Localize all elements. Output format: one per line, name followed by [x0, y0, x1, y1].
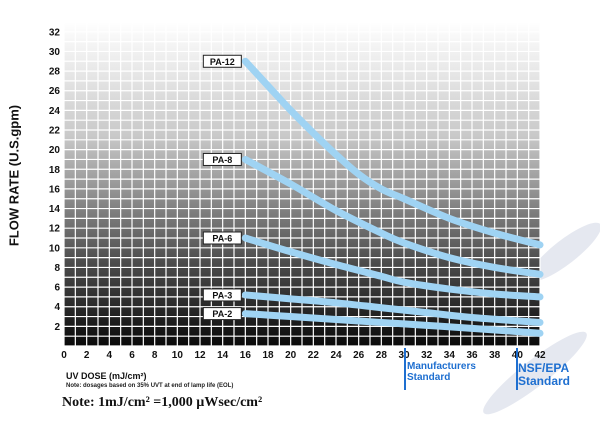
x-tick-label: 14 — [217, 350, 229, 361]
y-tick-label: 18 — [49, 165, 61, 176]
y-tick-label: 28 — [49, 67, 61, 78]
x-tick-label: 32 — [421, 350, 433, 361]
x-tick-label: 2 — [84, 350, 90, 361]
x-tick-label: 24 — [330, 350, 342, 361]
nsf-epa-standard-line1: NSF/EPA — [518, 361, 570, 375]
y-axis-title-text: FLOW RATE (U.S.gpm) — [6, 104, 22, 247]
x-tick-label: 42 — [534, 350, 546, 361]
unit-conversion-note: Note: 1mJ/cm² =1,000 µWsec/cm² — [62, 395, 263, 410]
x-tick-label: 6 — [129, 350, 135, 361]
y-tick-label: 24 — [49, 106, 61, 117]
y-tick-label: 6 — [54, 283, 60, 294]
x-axis-title: UV DOSE (mJ/cm²) — [66, 371, 147, 381]
series-labels: PA-12 PA-8 PA-6 PA-3 PA-2 — [202, 54, 242, 321]
y-tick-label: 30 — [49, 47, 61, 58]
x-tick-label: 22 — [308, 350, 320, 361]
series-label-box-pa-6 — [202, 231, 242, 245]
y-tick-label: 16 — [49, 184, 61, 195]
y-tick-label: 14 — [49, 204, 61, 215]
x-tick-label: 4 — [107, 350, 113, 361]
x-tick-label: 8 — [152, 350, 158, 361]
series-line-pa-8 — [241, 155, 544, 278]
x-tick-label: 26 — [353, 350, 365, 361]
series-line-pa-12 — [241, 57, 544, 249]
series-label-box-pa-2 — [202, 307, 242, 321]
manufacturers-standard-label: Manufacturers Standard — [407, 361, 476, 383]
series-label-pa-2: PA-2 — [212, 309, 232, 319]
series-label-box-pa-12 — [202, 54, 242, 68]
nsf-epa-standard-marker — [516, 348, 518, 390]
x-tick-label: 18 — [262, 350, 274, 361]
x-tick-label: 34 — [444, 350, 456, 361]
x-tick-label: 12 — [194, 350, 206, 361]
x-tick-label: 0 — [61, 350, 67, 361]
x-tick-label: 16 — [240, 350, 252, 361]
series-label-pa-8: PA-8 — [212, 155, 232, 165]
x-tick-label: 28 — [376, 350, 388, 361]
series-line-pa-3 — [241, 291, 544, 326]
series-label-pa-12: PA-12 — [210, 57, 235, 67]
series-line-pa-2 — [241, 310, 544, 337]
y-tick-label: 26 — [49, 86, 61, 97]
y-tick-label: 2 — [54, 322, 60, 333]
x-tick-label: 38 — [489, 350, 501, 361]
x-tick-label: 20 — [285, 350, 297, 361]
manufacturers-standard-marker — [404, 348, 406, 390]
y-tick-label: 8 — [54, 263, 60, 274]
manufacturers-standard-line1: Manufacturers — [407, 361, 476, 372]
x-tick-label: 10 — [172, 350, 184, 361]
series-label-box-pa-3 — [202, 288, 242, 302]
y-tick-label: 4 — [54, 302, 60, 313]
x-tick-label: 36 — [466, 350, 478, 361]
y-tick-label: 12 — [49, 224, 61, 235]
y-tick-label: 32 — [49, 27, 61, 38]
series-line-pa-6 — [241, 234, 544, 301]
manufacturers-standard-line2: Standard — [407, 372, 451, 383]
series-label-pa-3: PA-3 — [212, 290, 232, 300]
series-label-box-pa-8 — [202, 152, 242, 166]
series-lines — [241, 57, 544, 337]
y-tick-label: 10 — [49, 243, 61, 254]
x-tick-labels: 024681012141618202224262830323436384042 — [61, 350, 546, 361]
y-tick-label: 22 — [49, 126, 61, 137]
nsf-epa-standard-label: NSF/EPA Standard — [518, 361, 571, 389]
dosage-note: Note: dosages based on 35% UVT at end of… — [66, 383, 234, 389]
series-label-pa-6: PA-6 — [212, 234, 232, 244]
nsf-epa-standard-line2: Standard — [518, 374, 571, 389]
y-tick-label: 20 — [49, 145, 61, 156]
